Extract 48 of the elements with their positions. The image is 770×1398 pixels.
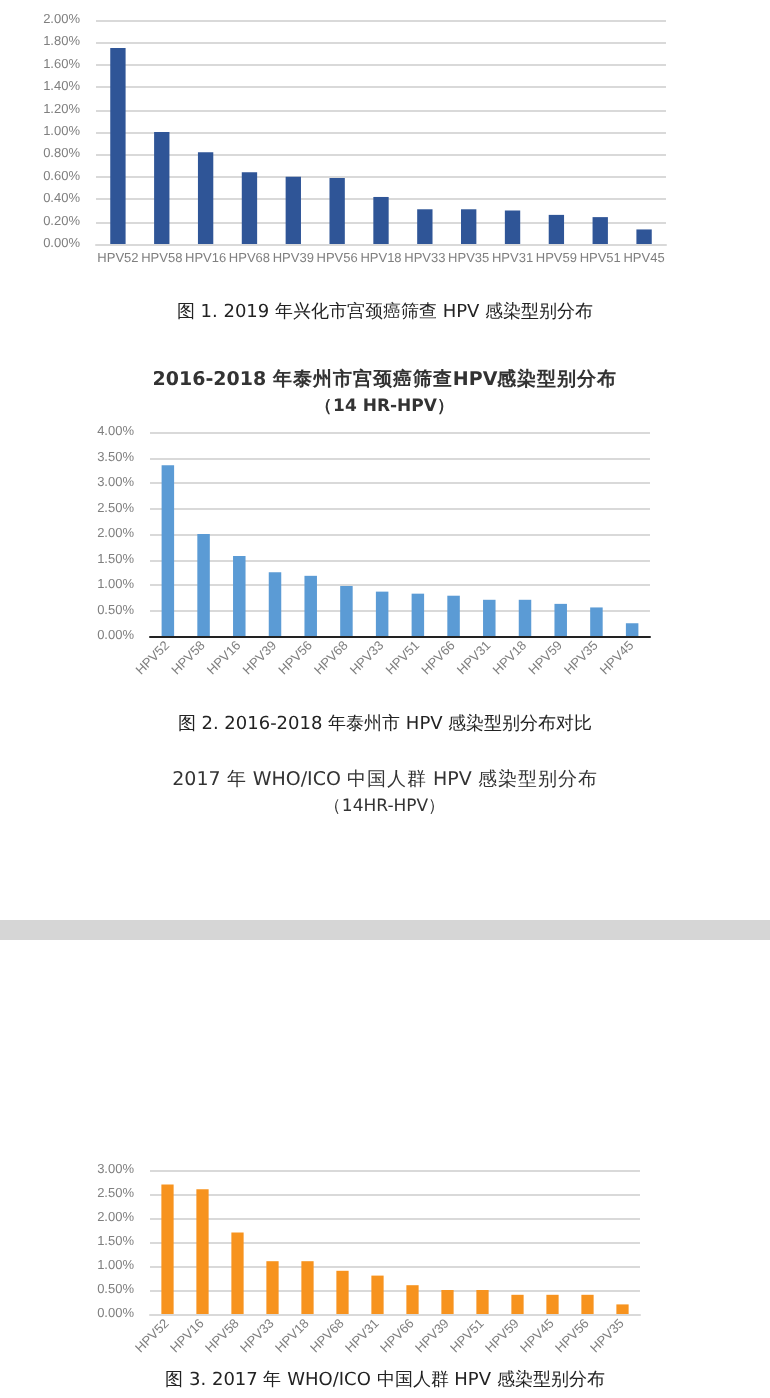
bar [476, 1290, 489, 1314]
bar [197, 534, 210, 636]
bar [592, 217, 608, 244]
bar [441, 1290, 454, 1314]
caption: 图 1. 2019 年兴化市宫颈癌筛查 HPV 感染型别分布 [176, 301, 594, 323]
bar [340, 586, 353, 636]
bar [636, 229, 652, 244]
bar [197, 152, 214, 244]
bar [411, 593, 425, 636]
bar [406, 1285, 419, 1314]
bar [231, 1232, 244, 1314]
bar [329, 177, 345, 244]
bar [447, 595, 460, 636]
bar [285, 176, 301, 244]
caption: 图 3. 2017 年 WHO/ICO 中国人群 HPV 感染型别分布 [165, 1369, 605, 1391]
bar [304, 575, 317, 636]
bar [511, 1294, 524, 1314]
chart-subtitle: （14HR-HPV） [323, 797, 447, 817]
bar [336, 1270, 349, 1314]
bar [546, 1294, 559, 1314]
bar [417, 209, 433, 244]
bar [504, 210, 521, 244]
bar [554, 603, 567, 636]
bar [616, 1304, 629, 1314]
caption: 图 2. 2016-2018 年泰州市 HPV 感染型别分布对比 [177, 713, 593, 735]
bar [241, 172, 258, 244]
bar [590, 607, 603, 636]
bar [110, 48, 126, 244]
bar [161, 465, 175, 636]
bar [375, 591, 389, 636]
bar [581, 1294, 594, 1314]
bar [625, 623, 639, 636]
bar [233, 555, 246, 636]
bar [161, 1184, 174, 1314]
chart-title: 2016-2018 年泰州市宫颈癌筛查HPV感染型别分布 [152, 367, 618, 391]
bar [483, 599, 496, 636]
bar [266, 1261, 279, 1314]
bar [461, 209, 477, 244]
bar [371, 1275, 384, 1314]
bar [373, 196, 389, 244]
bar [548, 214, 565, 244]
chart-title: 2017 年 WHO/ICO 中国人群 HPV 感染型别分布 [172, 767, 598, 791]
bar [268, 572, 282, 636]
chart-subtitle: （14 HR-HPV） [315, 397, 455, 417]
bar [196, 1189, 209, 1314]
bar [518, 599, 532, 636]
bar [301, 1261, 314, 1314]
bar [154, 132, 170, 244]
